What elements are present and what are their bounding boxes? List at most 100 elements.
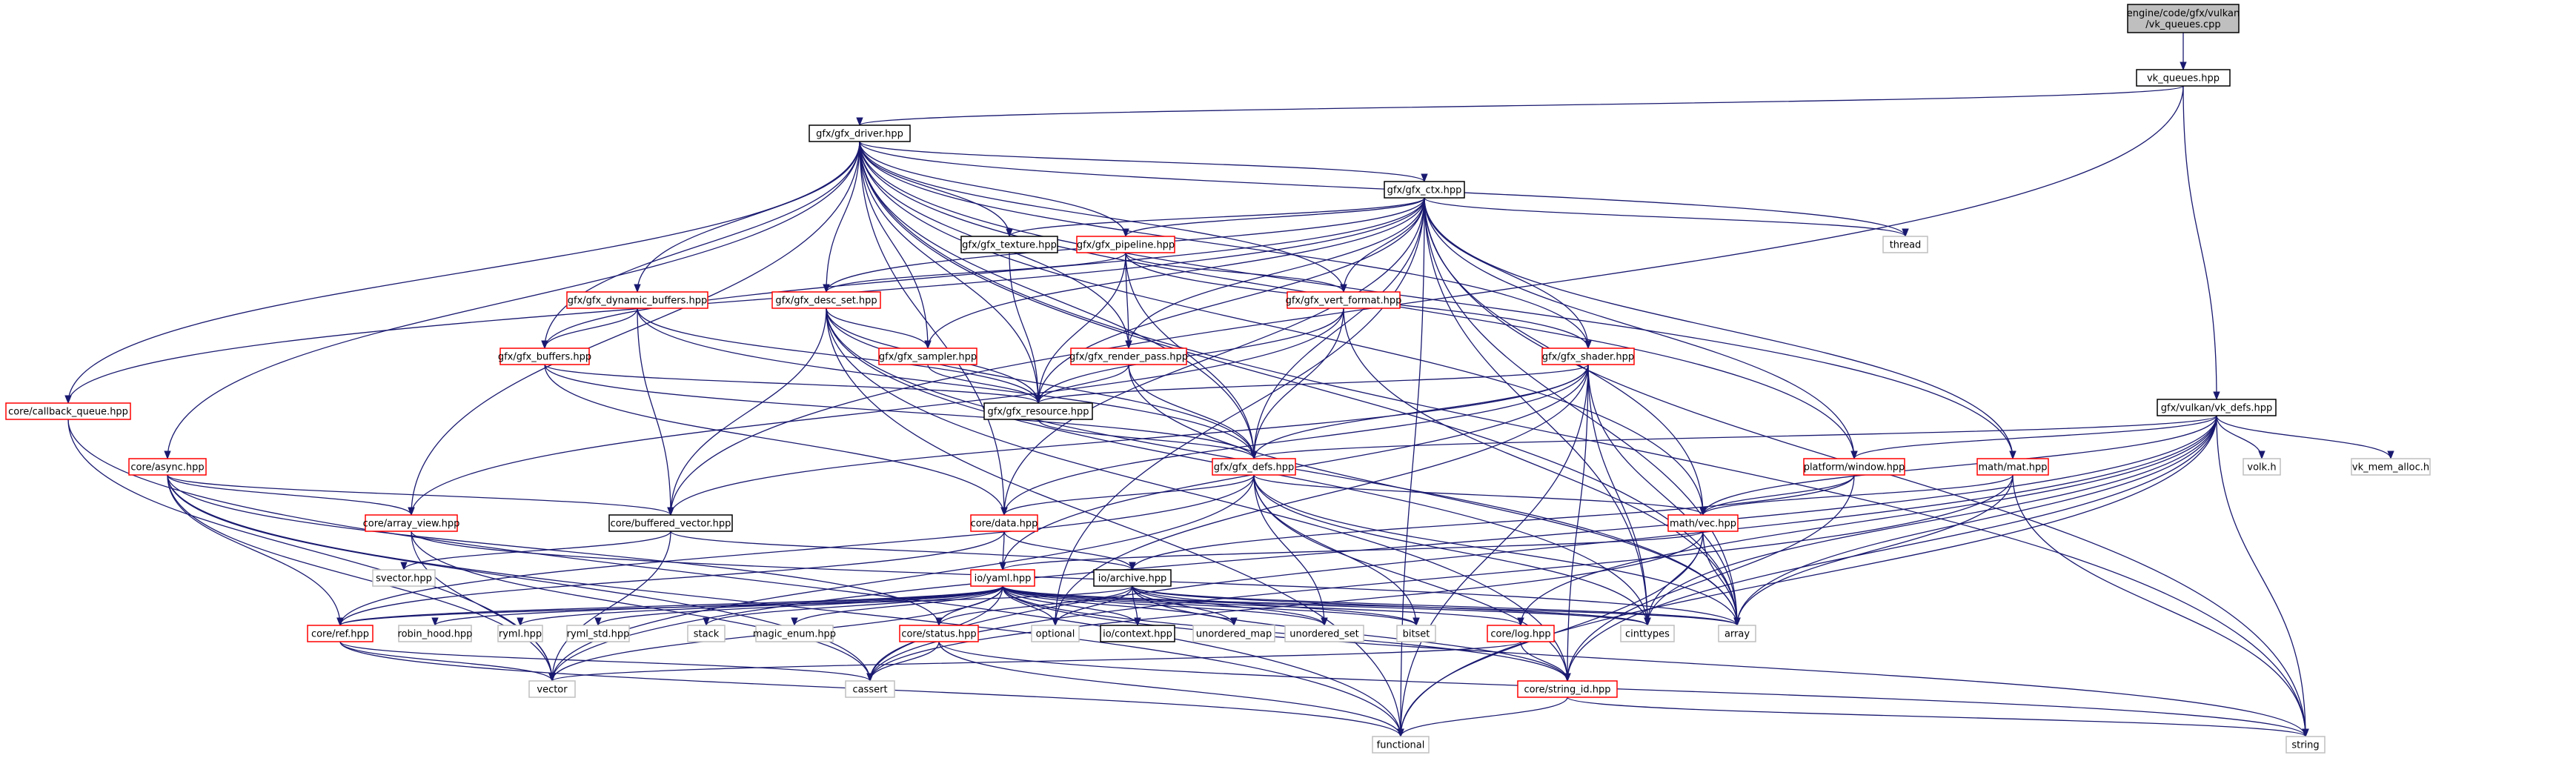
node-io-yaml[interactable]: io/yaml.hpp bbox=[970, 569, 1035, 587]
node-gfx-pipeline[interactable]: gfx/gfx_pipeline.hpp bbox=[1076, 236, 1175, 253]
edge-gfx-ctx-to-thread bbox=[1424, 197, 1909, 238]
node-cassert-label: cassert bbox=[852, 685, 887, 696]
node-math-mat[interactable]: math/mat.hpp bbox=[1976, 458, 2049, 476]
edge-gfx-dyn-buffers-to-gfx-buffers bbox=[541, 307, 638, 350]
edge-callback-queue-to-functional bbox=[67, 419, 1404, 738]
edge-vk-queues-to-buffered-vector bbox=[667, 85, 2184, 516]
node-ryml-std-label: ryml_std.hpp bbox=[567, 629, 630, 640]
node-gfx-texture[interactable]: gfx/gfx_texture.hpp bbox=[960, 236, 1058, 253]
node-core-async-label: core/async.hpp bbox=[130, 462, 204, 473]
node-string-id-label: core/string_id.hpp bbox=[1524, 685, 1610, 696]
edge-platform-window-to-math-vec bbox=[1699, 474, 1855, 516]
edge-vk-defs-to-cinttypes bbox=[1644, 415, 2217, 627]
edge-gfx-ctx-to-platform-window bbox=[1424, 197, 1858, 460]
edge-gfx-dyn-buffers-to-gfx-resource bbox=[637, 307, 1042, 405]
node-io-context[interactable]: io/context.hpp bbox=[1100, 625, 1175, 642]
node-callback-queue[interactable]: core/callback_queue.hpp bbox=[5, 402, 131, 420]
node-gfx-defs[interactable]: gfx/gfx_defs.hpp bbox=[1212, 458, 1296, 476]
edge-vk-queues-to-vk-defs bbox=[2182, 85, 2220, 401]
node-string: string bbox=[2285, 736, 2326, 754]
node-ryml-std: ryml_std.hpp bbox=[566, 625, 630, 642]
edge-gfx-ctx-to-math-mat bbox=[1424, 197, 2016, 460]
node-gfx-buffers-box bbox=[499, 348, 590, 365]
node-gfx-vert-format[interactable]: gfx/gfx_vert_format.hpp bbox=[1286, 291, 1402, 309]
edge-io-yaml-to-bitset bbox=[1002, 585, 1420, 627]
node-thread-label: thread bbox=[1890, 240, 1922, 251]
edge-io-archive-to-unordered-set bbox=[1132, 585, 1328, 627]
node-gfx-buffers[interactable]: gfx/gfx_buffers.hpp bbox=[498, 348, 591, 365]
edge-gfx-driver-to-gfx-sampler bbox=[859, 141, 932, 350]
edge-gfx-dyn-buffers-to-buffered-vector bbox=[637, 307, 674, 516]
edge-gfx-driver-to-core-async bbox=[164, 141, 860, 460]
edge-math-vec-to-io-yaml bbox=[999, 531, 1704, 571]
edge-gfx-driver-to-gfx-ctx bbox=[859, 141, 1428, 183]
node-gfx-desc-set[interactable]: gfx/gfx_desc_set.hpp bbox=[771, 291, 881, 309]
node-math-vec[interactable]: math/vec.hpp bbox=[1667, 514, 1739, 532]
edge-gfx-driver-to-core-data bbox=[859, 141, 1008, 516]
node-vk-queues[interactable]: vk_queues.hpp bbox=[2136, 69, 2231, 87]
edge-platform-window-to-io-archive bbox=[1129, 474, 1855, 571]
node-root[interactable]: engine/code/gfx/vulkan/vk_queues.cpp bbox=[2127, 4, 2240, 33]
node-stack: stack bbox=[687, 625, 726, 642]
node-platform-window[interactable]: platform/window.hpp bbox=[1803, 458, 1905, 476]
node-buffered-vector[interactable]: core/buffered_vector.hpp bbox=[608, 514, 733, 532]
node-gfx-buffers-label: gfx/gfx_buffers.hpp bbox=[498, 352, 591, 363]
node-gfx-ctx[interactable]: gfx/gfx_ctx.hpp bbox=[1384, 181, 1465, 199]
node-optional: optional bbox=[1031, 625, 1080, 642]
node-string-id[interactable]: core/string_id.hpp bbox=[1517, 680, 1618, 698]
edge-gfx-pipeline-to-gfx-desc-set bbox=[823, 252, 1126, 293]
node-robin-hood-box bbox=[398, 625, 472, 642]
edge-gfx-render-pass-to-array bbox=[1128, 364, 1741, 627]
edge-gfx-defs-to-array bbox=[1253, 474, 1741, 627]
node-vk-defs[interactable]: gfx/vulkan/vk_defs.hpp bbox=[2157, 399, 2277, 416]
node-optional-box bbox=[1031, 625, 1080, 642]
edge-gfx-resource-to-gfx-defs bbox=[1038, 419, 1258, 460]
node-array-label: array bbox=[1724, 629, 1750, 640]
edge-gfx-driver-to-gfx-texture bbox=[859, 141, 1013, 238]
node-cinttypes-label: cinttypes bbox=[1625, 629, 1670, 640]
edge-gfx-dyn-buffers-to-gfx-defs bbox=[637, 307, 1258, 460]
node-array-view[interactable]: core/array_view.hpp bbox=[363, 514, 460, 532]
edge-gfx-shader-to-string-id bbox=[1564, 364, 1589, 682]
node-unordered-set-label: unordered_set bbox=[1289, 629, 1358, 640]
node-bitset-box bbox=[1396, 625, 1436, 642]
node-thread-box bbox=[1882, 236, 1928, 253]
edge-gfx-ctx-to-gfx-buffers bbox=[541, 197, 1425, 350]
edge-vk-defs-to-gfx-defs bbox=[1250, 415, 2217, 460]
node-core-log[interactable]: core/log.hpp bbox=[1487, 625, 1555, 642]
edge-io-yaml-to-core-ref bbox=[336, 585, 1003, 627]
edge-gfx-defs-to-cinttypes bbox=[1253, 474, 1651, 627]
node-gfx-sampler[interactable]: gfx/gfx_sampler.hpp bbox=[878, 348, 977, 365]
node-gfx-resource[interactable]: gfx/gfx_resource.hpp bbox=[983, 402, 1093, 420]
node-gfx-driver[interactable]: gfx/gfx_driver.hpp bbox=[809, 124, 911, 142]
node-gfx-dyn-buffers[interactable]: gfx/gfx_dynamic_buffers.hpp bbox=[566, 291, 708, 309]
edge-vk-defs-to-vk-mem-alloc bbox=[2216, 415, 2394, 460]
node-root-box bbox=[2127, 4, 2240, 33]
edge-gfx-ctx-to-optional bbox=[1052, 197, 1425, 627]
edge-core-async-to-core-ref bbox=[167, 474, 344, 627]
edge-gfx-pipeline-to-gfx-resource bbox=[1035, 252, 1126, 405]
node-gfx-shader-label: gfx/gfx_shader.hpp bbox=[1542, 352, 1634, 363]
node-io-archive[interactable]: io/archive.hpp bbox=[1093, 569, 1172, 587]
edge-vk-defs-to-volk bbox=[2216, 415, 2265, 460]
node-core-data[interactable]: core/data.hpp bbox=[970, 514, 1038, 532]
edge-gfx-defs-to-core-data bbox=[1000, 474, 1255, 516]
node-volk-box bbox=[2243, 458, 2281, 476]
edge-io-archive-to-io-context bbox=[1132, 585, 1141, 627]
edge-core-async-to-functional bbox=[167, 474, 1404, 738]
node-svector-label: svector.hpp bbox=[376, 574, 432, 585]
node-vk-defs-label: gfx/vulkan/vk_defs.hpp bbox=[2161, 403, 2273, 414]
node-vector: vector bbox=[528, 680, 576, 698]
node-core-async[interactable]: core/async.hpp bbox=[128, 458, 207, 476]
edge-buffered-vector-to-io-archive bbox=[670, 531, 1136, 571]
node-gfx-shader[interactable]: gfx/gfx_shader.hpp bbox=[1541, 348, 1635, 365]
node-core-ref[interactable]: core/ref.hpp bbox=[307, 625, 374, 642]
node-core-status[interactable]: core/status.hpp bbox=[899, 625, 979, 642]
edge-gfx-ctx-to-gfx-texture bbox=[1006, 197, 1425, 238]
edge-gfx-ctx-to-callback-queue bbox=[64, 197, 1425, 405]
edge-gfx-ctx-to-core-data bbox=[1000, 197, 1425, 516]
node-gfx-render-pass[interactable]: gfx/gfx_render_pass.hpp bbox=[1069, 348, 1188, 365]
edge-gfx-driver-to-gfx-shader bbox=[859, 141, 1592, 350]
node-platform-window-label: platform/window.hpp bbox=[1804, 462, 1905, 473]
